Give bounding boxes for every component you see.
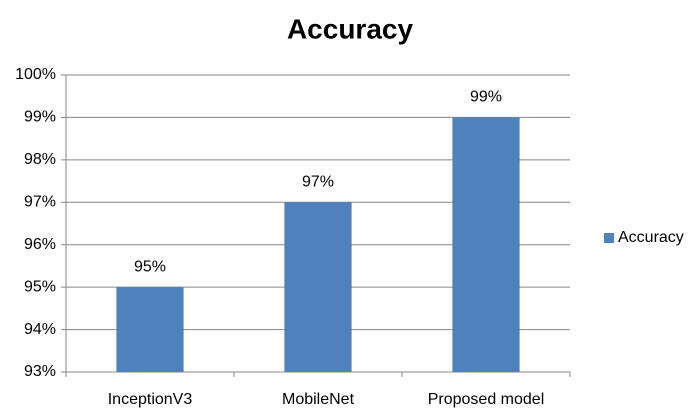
x-tick-label: MobileNet [282, 391, 355, 408]
y-tick-label: 97% [24, 194, 56, 211]
y-tick-label: 100% [15, 66, 56, 83]
bar [284, 202, 352, 372]
bar [116, 287, 184, 372]
y-tick-label: 95% [24, 278, 56, 295]
value-label: 99% [470, 89, 502, 106]
legend-swatch [604, 233, 614, 243]
value-label: 97% [302, 174, 334, 191]
y-tick-label: 93% [24, 363, 56, 380]
bar [452, 117, 520, 372]
y-tick-label: 98% [24, 151, 56, 168]
chart-title: Accuracy [287, 13, 414, 44]
x-tick-label: Proposed model [428, 391, 545, 408]
y-tick-label: 94% [24, 321, 56, 338]
x-tick-label: InceptionV3 [108, 391, 193, 408]
legend-label: Accuracy [618, 229, 684, 246]
y-tick-label: 99% [24, 109, 56, 126]
value-label: 95% [134, 258, 166, 275]
y-tick-label: 96% [24, 236, 56, 253]
